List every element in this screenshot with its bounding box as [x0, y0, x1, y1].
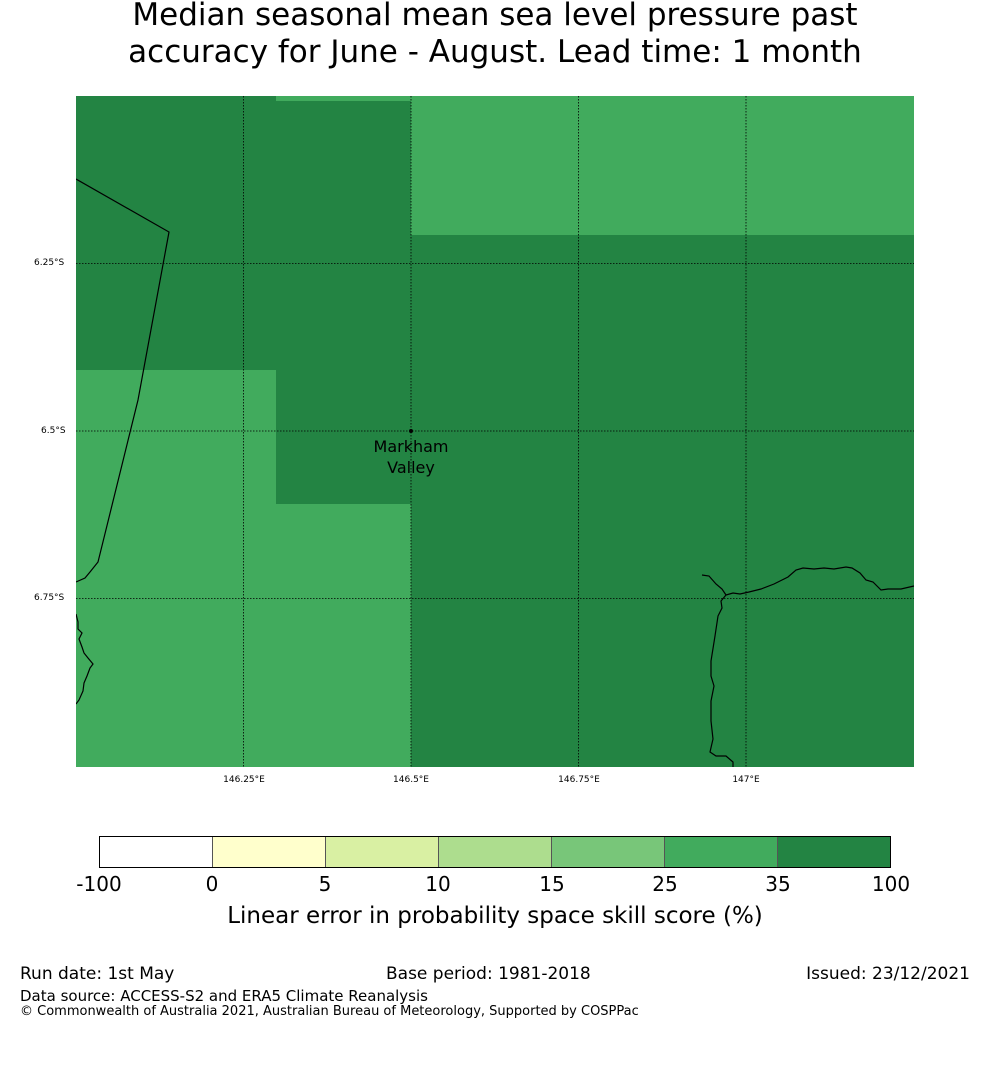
chart-title-line-1: Median seasonal mean sea level pressure … — [132, 0, 858, 33]
map-canvas — [76, 96, 914, 767]
coastline-west — [76, 613, 94, 705]
coastline-east — [701, 574, 734, 767]
colorbar-segment — [778, 837, 890, 867]
colorbar-tick-label: 10 — [425, 872, 451, 896]
colorbar — [99, 836, 891, 868]
longitude-label: 146.25°E — [223, 775, 265, 785]
longitude-label: 147°E — [732, 775, 760, 785]
colorbar-tick-label: 25 — [652, 872, 678, 896]
latitude-label: 6.75°S — [34, 593, 65, 603]
province-border — [76, 178, 170, 583]
chart-title-line-2: accuracy for June - August. Lead time: 1… — [128, 34, 862, 70]
colorbar-tick-label: -100 — [76, 872, 122, 896]
base-period: Base period: 1981-2018 — [386, 964, 591, 984]
colorbar-tick-label: 15 — [539, 872, 565, 896]
colorbar-segment — [213, 837, 326, 867]
data-source: Data source: ACCESS-S2 and ERA5 Climate … — [20, 987, 428, 1005]
coastline-east — [725, 566, 914, 596]
colorbar-segment — [326, 837, 439, 867]
colorbar-tick-label: 35 — [765, 872, 791, 896]
skill-map — [76, 96, 914, 767]
longitude-label: 146.75°E — [558, 775, 600, 785]
colorbar-segment — [100, 837, 213, 867]
colorbar-tick-label: 100 — [871, 872, 911, 896]
issued-date: Issued: 23/12/2021 — [806, 964, 970, 984]
place-marker — [409, 429, 413, 433]
colorbar-tick-label: 5 — [318, 872, 332, 896]
graticule — [76, 96, 914, 767]
place-label: Markham Valley — [374, 436, 449, 478]
grid-cell — [276, 96, 411, 101]
latitude-label: 6.5°S — [41, 426, 66, 436]
colorbar-segment — [439, 837, 552, 867]
longitude-label: 146.5°E — [393, 775, 429, 785]
copyright-notice: © Commonwealth of Australia 2021, Austra… — [20, 1004, 639, 1019]
grid-cell — [276, 504, 411, 767]
latitude-label: 6.25°S — [34, 258, 65, 268]
place-label-line: Valley — [387, 458, 435, 477]
grid-cell — [411, 96, 914, 235]
place-label-line: Markham — [373, 437, 449, 456]
run-date: Run date: 1st May — [20, 964, 175, 984]
colorbar-tick-label: 0 — [205, 872, 219, 896]
colorbar-segment — [552, 837, 665, 867]
colorbar-label: Linear error in probability space skill … — [227, 903, 763, 929]
grid-cell — [76, 370, 276, 767]
colorbar-segment — [665, 837, 778, 867]
